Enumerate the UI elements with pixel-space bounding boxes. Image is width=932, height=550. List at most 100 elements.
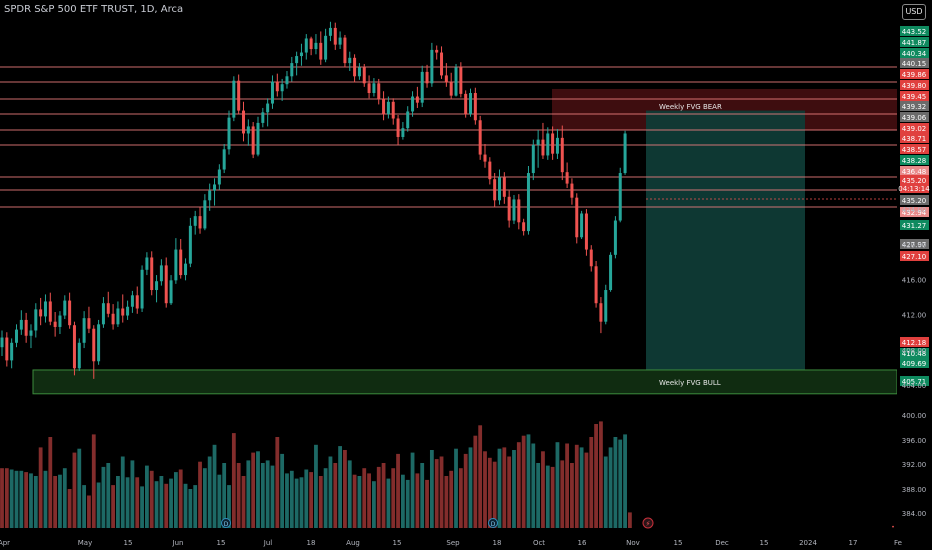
price-tick-label: 416.00 — [902, 276, 927, 284]
candle-body — [256, 122, 260, 155]
volume-bar — [4, 468, 9, 528]
volume-bar — [599, 421, 603, 528]
candle-body — [488, 161, 492, 180]
volume-bar — [265, 460, 270, 528]
time-axis[interactable]: Apr May 15 Jun 15 Jul 18 Aug 15 Sep 18 Oct 16 Nov 15 De… — [0, 534, 932, 550]
candle-body — [314, 42, 318, 50]
candle-body — [604, 290, 608, 322]
price-label: 438.71 — [902, 135, 927, 143]
time-tick-label: Fe — [894, 539, 902, 547]
zone-labels: Weekly FVG BEAR Weekly FVG BULL — [659, 103, 722, 387]
candle-body — [87, 318, 91, 329]
candle-body — [203, 200, 207, 229]
candle-body — [391, 101, 395, 119]
candle-body — [280, 84, 284, 92]
volume-axis-tick: 396.00 — [902, 437, 927, 445]
volume-bar — [589, 437, 594, 528]
volume-bar — [116, 476, 120, 528]
volume-bar — [386, 478, 391, 528]
price-label-bg — [900, 123, 929, 133]
volume-bar — [9, 469, 14, 528]
candle-body — [411, 96, 415, 112]
candle-body — [169, 280, 173, 304]
volume-bar — [405, 479, 410, 528]
symbol-title[interactable]: SPDR S&P 500 ETF TRUST, 1D, Arca — [4, 4, 184, 15]
volume-bar — [231, 433, 236, 528]
candle-body — [116, 308, 120, 325]
candle-body — [48, 301, 52, 322]
candle-body — [198, 216, 202, 229]
candle-body — [140, 269, 144, 309]
price-label: 409.69 — [902, 360, 927, 368]
volume-bar — [478, 425, 483, 528]
price-label-bg — [900, 166, 929, 176]
volume-bar — [120, 456, 125, 528]
volume-bar — [227, 485, 231, 528]
candle-body — [208, 190, 212, 201]
price-label: 439.02 — [902, 125, 927, 133]
candle-body — [589, 249, 593, 267]
time-tick-label: 18 — [307, 539, 316, 547]
volume-bar — [91, 434, 96, 528]
volume-bar — [584, 452, 589, 528]
time-tick-label: Nov — [626, 539, 640, 547]
candle-body — [101, 303, 105, 325]
price-tick-label: 408.00 — [902, 347, 927, 355]
candle-body — [594, 266, 598, 304]
volume-bar — [352, 474, 357, 528]
price-label-bg — [900, 239, 929, 249]
volume-bar — [579, 447, 584, 528]
currency-button[interactable]: USD — [902, 4, 926, 20]
time-tick-label: 15 — [760, 539, 769, 547]
volume-bar — [444, 476, 449, 528]
candle-body — [222, 149, 226, 170]
volume-bar — [207, 456, 212, 528]
volume-bar — [628, 512, 632, 528]
volume-bar — [289, 470, 294, 528]
candle-body — [34, 309, 38, 331]
target-zone — [646, 110, 805, 370]
volume-bar — [241, 476, 246, 528]
volume-bar — [43, 470, 48, 528]
time-tick-label: Apr — [0, 539, 10, 547]
event-markers[interactable]: D D ⚡ — [221, 517, 654, 529]
candle-body — [309, 38, 313, 50]
price-label-bg — [900, 251, 929, 261]
price-label: 443.52 — [902, 28, 927, 36]
volume-bar — [323, 468, 328, 528]
candle-body — [97, 324, 101, 362]
price-tick-label: 420.00 — [902, 241, 927, 249]
candle-body — [555, 137, 559, 154]
candles-layer — [0, 21, 627, 379]
candle-body — [150, 257, 154, 291]
volume-bar — [77, 448, 82, 528]
volume-bar — [502, 447, 507, 528]
price-label-bg — [900, 220, 929, 230]
volume-bar — [391, 468, 396, 528]
candle-body — [43, 301, 47, 317]
candle-body — [449, 82, 453, 96]
price-label: 439.86 — [902, 71, 927, 79]
price-label: 435.20 — [902, 177, 927, 185]
candle-body — [333, 27, 337, 45]
volume-bar — [372, 481, 376, 528]
candle-body — [372, 83, 376, 94]
volume-bar — [72, 452, 77, 528]
candle-body — [517, 199, 521, 223]
price-label-bg — [900, 48, 929, 58]
candle-body — [39, 309, 43, 317]
candle-body — [324, 35, 328, 60]
volume-bar — [623, 434, 627, 528]
candle-body — [580, 213, 584, 238]
volume-bar — [14, 470, 19, 528]
candle-body — [493, 179, 497, 201]
candle-body — [304, 38, 308, 53]
price-axis[interactable]: 443.52 441.87 440.34 440.15 439.86 439.80 439.… — [891, 0, 932, 550]
candle-body — [111, 313, 115, 325]
volume-bar — [145, 465, 149, 528]
candle-body — [126, 306, 130, 316]
candle-body — [213, 184, 217, 191]
dividend-marker-glyph: D — [491, 521, 496, 528]
price-label-bg — [900, 195, 929, 205]
